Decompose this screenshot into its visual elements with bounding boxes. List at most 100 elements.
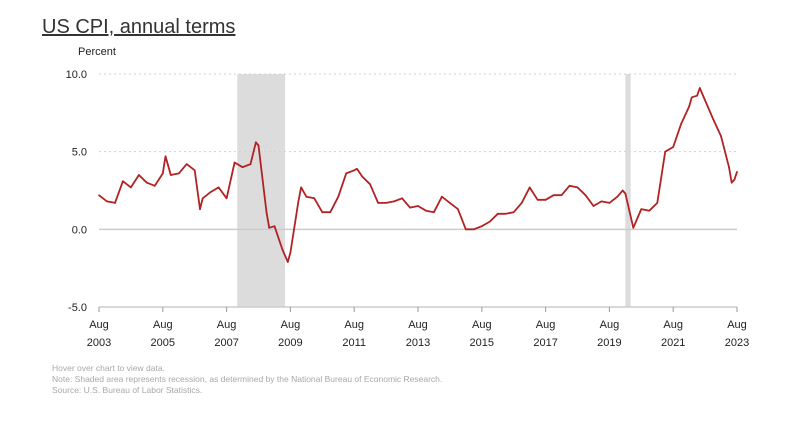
data-point [736,171,738,173]
hover-hint: Hover over chart to view data. [52,363,165,373]
data-point [268,226,270,229]
recession-note: Note: Shaded area represents recession, … [52,374,443,384]
data-point [289,251,292,254]
data-point [696,94,698,97]
data-point [608,202,611,204]
data-point [712,118,714,120]
data-point [473,228,475,231]
data-point [201,197,204,200]
data-point [632,226,635,229]
data-point [138,174,140,176]
data-point [361,175,363,178]
data-point [209,191,212,193]
x-tick-month: Aug [536,319,556,331]
recession-shading [625,74,631,307]
x-tick-month: Aug [153,319,173,331]
data-point [592,205,595,207]
data-point [297,200,300,203]
x-tick-month: Aug [472,319,492,331]
data-point [169,174,172,176]
data-point [656,202,659,204]
data-point [496,213,499,215]
data-point [730,181,733,184]
data-point [433,211,435,214]
data-point [733,178,736,181]
x-tick-month: Aug [281,319,301,331]
data-point [225,197,228,200]
data-point [146,181,148,184]
data-point [199,208,201,210]
data-point [449,202,451,204]
cpi-series-line [98,87,738,263]
data-point [544,199,547,201]
data-point [691,96,693,99]
data-point [193,169,196,172]
data-point [353,169,356,172]
y-tick-label: -5.0 [68,302,87,314]
data-point [241,166,244,168]
data-point [552,194,555,196]
data-point [441,195,443,198]
data-point [584,194,587,196]
data-point [257,144,260,147]
data-point [281,248,284,251]
data-point [300,186,302,189]
data-point [313,197,316,200]
data-point [385,202,387,204]
data-point [621,189,624,192]
data-point [356,167,358,170]
data-point [114,202,116,204]
data-point [393,200,395,203]
x-tick-year: 2009 [278,337,302,349]
data-point [106,200,108,203]
footnotes: Hover over chart to view data. Note: Sha… [52,363,442,396]
data-point [321,211,324,214]
data-point [481,225,483,228]
data-point [177,172,180,175]
data-point [528,186,531,189]
y-axis-label: Percent [78,46,116,58]
data-point [255,141,257,144]
x-tick-month: Aug [89,319,109,331]
y-tick-label: 10.0 [66,69,87,81]
x-tick-month: Aug [600,319,620,331]
data-point [425,209,427,212]
data-point [457,208,459,210]
x-tick-year: 2007 [214,337,238,349]
y-tick-label: 5.0 [72,147,87,159]
data-point [329,211,332,214]
data-point [130,186,132,189]
data-point [576,186,579,189]
data-point [600,200,603,203]
data-point [512,211,515,214]
recession-shading [237,74,286,307]
data-point [640,208,643,210]
x-tick-year: 2021 [661,337,685,349]
data-point [273,225,276,228]
x-tick-year: 2019 [597,337,621,349]
data-point [568,185,571,187]
data-point [233,161,236,164]
data-point [164,155,167,158]
data-point [249,163,252,165]
data-point [377,202,379,204]
data-point [728,166,730,168]
source-note: Source: U.S. Bureau of Labor Statistics. [52,385,203,395]
data-point [154,185,156,187]
data-point [465,228,467,231]
data-point [624,192,627,195]
x-tick-month: Aug [408,319,428,331]
data-point [265,211,268,214]
data-point [345,172,348,175]
data-point [122,180,124,182]
data-point [217,186,220,189]
x-tick-year: 2005 [151,337,175,349]
data-point [409,206,411,209]
x-tick-year: 2017 [533,337,557,349]
x-tick-year: 2011 [342,337,366,349]
x-tick-month: Aug [663,319,683,331]
x-tick-year: 2013 [406,337,430,349]
x-tick-year: 2023 [725,337,749,349]
data-point [185,163,188,165]
